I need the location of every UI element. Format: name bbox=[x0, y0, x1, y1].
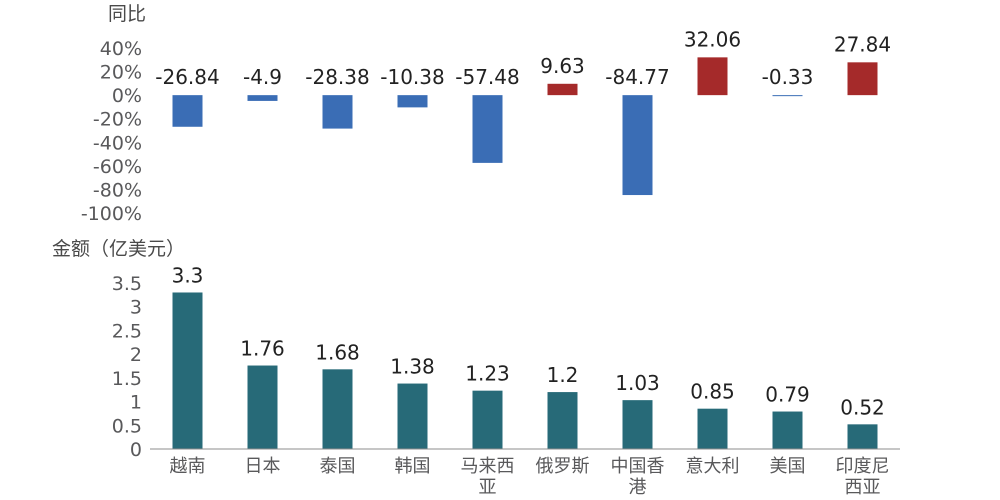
yoy-bar bbox=[622, 95, 653, 196]
yoy-data-labels: -26.84 -4.9 -28.38 -10.38 -57.48 9.63 -84.77 32… bbox=[155, 27, 891, 89]
amount-data-label: 1.76 bbox=[240, 337, 285, 361]
amount-y-tick-label: 2 bbox=[130, 344, 142, 366]
amount-data-label: 1.23 bbox=[465, 362, 510, 386]
yoy-bar bbox=[322, 95, 353, 129]
amount-bar bbox=[547, 392, 578, 449]
yoy-y-tick-label: 40% bbox=[100, 38, 142, 60]
category-label: 泰国 bbox=[320, 456, 356, 477]
category-label: 中国香港 bbox=[611, 456, 665, 498]
yoy-data-label: -26.84 bbox=[155, 65, 219, 89]
yoy-data-label: -0.33 bbox=[762, 65, 814, 89]
amount-data-labels: 3.3 1.76 1.68 1.38 1.23 1.2 1.03 0.85 0.79 0.52 bbox=[172, 263, 885, 419]
amount-data-label: 0.85 bbox=[690, 380, 735, 404]
amount-data-label: 3.3 bbox=[172, 263, 204, 287]
amount-bar bbox=[172, 292, 203, 449]
amount-y-tick-label: 2.5 bbox=[112, 320, 142, 342]
yoy-chart-panel: 同比 40%20%0%-20%-40%-60%-80%-100% -26.84-… bbox=[81, 3, 891, 225]
category-label: 越南 bbox=[170, 456, 206, 477]
yoy-bar bbox=[547, 83, 578, 96]
yoy-bars bbox=[172, 57, 878, 196]
amount-bar bbox=[697, 408, 728, 449]
yoy-data-label: 9.63 bbox=[540, 54, 585, 78]
amount-axis-title: 金额（亿美元） bbox=[52, 238, 185, 260]
yoy-y-tick-label: -20% bbox=[93, 109, 142, 131]
amount-y-tick-label: 1.5 bbox=[112, 368, 142, 390]
amount-data-label: 1.38 bbox=[390, 355, 435, 379]
yoy-bar bbox=[397, 95, 428, 108]
amount-bar bbox=[322, 369, 353, 449]
amount-data-label: 1.68 bbox=[315, 340, 360, 364]
yoy-y-tick-label: 0% bbox=[112, 85, 142, 107]
yoy-data-label: 32.06 bbox=[684, 27, 741, 51]
yoy-bar bbox=[847, 62, 878, 96]
amount-bars bbox=[172, 292, 878, 449]
category-label: 马来西亚 bbox=[461, 456, 515, 498]
yoy-bar bbox=[697, 57, 728, 96]
yoy-bar bbox=[472, 95, 503, 163]
category-label: 意大利 bbox=[686, 456, 740, 477]
amount-y-tick-label: 3 bbox=[130, 297, 142, 319]
amount-data-label: 1.2 bbox=[547, 363, 579, 387]
yoy-y-tick-label: -40% bbox=[93, 132, 142, 154]
category-label: 俄罗斯 bbox=[536, 456, 590, 477]
yoy-data-label: -10.38 bbox=[380, 65, 444, 89]
amount-y-tick-label: 3.5 bbox=[112, 273, 142, 295]
yoy-y-tick-label: -100% bbox=[81, 203, 142, 225]
amount-data-label: 0.79 bbox=[765, 383, 810, 407]
category-label: 印度尼西亚 bbox=[836, 456, 890, 498]
amount-bar bbox=[247, 365, 278, 449]
yoy-y-tick-label: -60% bbox=[93, 156, 142, 178]
amount-bar bbox=[772, 411, 803, 449]
amount-bar bbox=[847, 424, 878, 449]
amount-data-label: 0.52 bbox=[840, 395, 885, 419]
amount-y-tick-label: 0.5 bbox=[112, 415, 142, 437]
category-label: 韩国 bbox=[395, 456, 431, 477]
amount-bar bbox=[472, 390, 503, 449]
amount-y-tick-label: 1 bbox=[130, 392, 142, 414]
yoy-data-label: -84.77 bbox=[605, 65, 669, 89]
yoy-y-tick-label: -80% bbox=[93, 179, 142, 201]
category-label: 美国 bbox=[770, 456, 806, 477]
yoy-data-label: -57.48 bbox=[455, 65, 519, 89]
yoy-axis-title: 同比 bbox=[108, 3, 146, 25]
yoy-bar bbox=[172, 95, 203, 127]
yoy-data-label: -4.9 bbox=[243, 65, 282, 89]
amount-bar bbox=[622, 400, 653, 449]
amount-y-tick-label: 0 bbox=[130, 439, 142, 461]
yoy-data-label: -28.38 bbox=[305, 65, 369, 89]
category-label: 日本 bbox=[245, 456, 281, 477]
yoy-y-tick-labels: 40%20%0%-20%-40%-60%-80%-100% bbox=[81, 38, 142, 225]
amount-bar bbox=[397, 383, 428, 449]
yoy-bar bbox=[772, 95, 803, 97]
yoy-data-label: 27.84 bbox=[834, 32, 891, 56]
yoy-y-tick-label: 20% bbox=[100, 62, 142, 84]
amount-chart-panel: 金额（亿美元） 00.511.522.533.5 3.3 1.76 1.68 1.38… bbox=[52, 238, 900, 498]
amount-data-label: 1.03 bbox=[615, 371, 660, 395]
amount-y-tick-labels: 00.511.522.533.5 bbox=[112, 273, 142, 461]
yoy-bar bbox=[247, 95, 278, 101]
